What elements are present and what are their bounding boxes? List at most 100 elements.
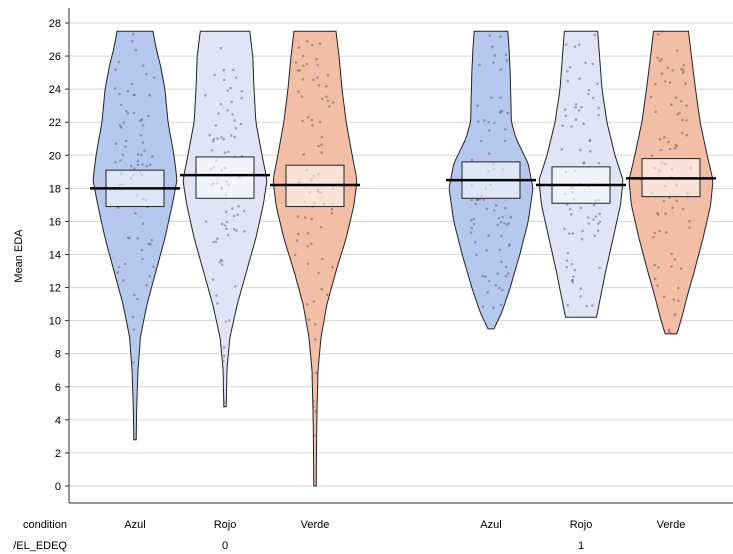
x-tick-label-condition: Verde (657, 519, 686, 531)
data-point (306, 244, 310, 248)
data-point (499, 220, 503, 224)
data-point (508, 243, 511, 246)
data-point (124, 139, 128, 143)
data-point (498, 286, 501, 290)
data-point (670, 252, 673, 256)
data-point (293, 253, 297, 257)
data-point (210, 149, 214, 152)
data-point (317, 271, 320, 275)
data-point (578, 43, 581, 46)
data-point (680, 67, 683, 71)
data-point (134, 48, 137, 52)
data-point (591, 62, 594, 66)
data-point (220, 136, 223, 139)
grid-lines (69, 22, 733, 487)
data-point (119, 159, 122, 162)
data-point (226, 89, 229, 92)
data-point (133, 293, 136, 297)
data-point (475, 253, 478, 257)
data-point (565, 203, 569, 206)
data-point (139, 153, 143, 157)
violin-0-azul (90, 30, 180, 441)
data-point (501, 215, 505, 219)
data-point (505, 59, 509, 62)
data-point (141, 222, 145, 225)
data-point (328, 105, 331, 108)
data-point (685, 119, 688, 122)
data-point (682, 69, 685, 72)
data-point (677, 286, 680, 290)
data-point (240, 96, 243, 100)
data-point (296, 69, 300, 72)
x-tick-label-condition: Rojo (570, 519, 593, 531)
data-point (653, 277, 657, 281)
data-point (673, 313, 677, 316)
violin-shape (92, 30, 178, 441)
data-point (592, 203, 596, 207)
data-point (482, 198, 486, 202)
data-point (122, 121, 126, 124)
data-point (572, 275, 575, 278)
data-point (652, 235, 655, 239)
data-point (573, 268, 577, 272)
data-point (565, 265, 568, 269)
data-point (130, 82, 134, 86)
data-point (658, 59, 662, 63)
data-point (504, 53, 508, 56)
data-point (326, 293, 329, 297)
data-point (585, 304, 589, 308)
data-point (662, 295, 666, 299)
data-point (240, 90, 244, 93)
data-point (314, 323, 317, 326)
data-point (222, 354, 226, 358)
data-point (568, 207, 572, 211)
data-point (498, 110, 502, 113)
data-point (302, 153, 305, 156)
data-point (593, 234, 596, 237)
data-point (126, 236, 130, 239)
data-point (131, 315, 134, 319)
data-point (211, 278, 215, 281)
data-point (330, 207, 334, 211)
data-point (673, 258, 677, 261)
data-point (579, 287, 583, 290)
data-point (684, 82, 687, 85)
data-point (582, 122, 585, 125)
data-point (491, 45, 494, 48)
data-point (130, 39, 134, 43)
data-point (306, 231, 310, 235)
data-point (145, 164, 149, 168)
data-point (317, 84, 321, 87)
data-point (568, 66, 572, 69)
y-tick-label: 18 (49, 183, 61, 195)
data-point (326, 99, 330, 103)
data-point (586, 216, 590, 219)
data-point (234, 76, 238, 79)
data-point (675, 145, 678, 148)
data-point (304, 216, 307, 219)
data-point (118, 92, 121, 96)
data-point (140, 248, 144, 252)
data-point (597, 222, 600, 225)
factor-label-edeq: /EL_EDEQ (13, 540, 67, 552)
data-point (114, 161, 117, 164)
data-point (675, 49, 679, 52)
data-point (591, 304, 594, 307)
data-point (486, 291, 489, 294)
data-point (584, 61, 587, 65)
data-point (331, 265, 334, 269)
data-point (670, 103, 673, 106)
data-point (133, 93, 136, 97)
data-point (229, 134, 233, 137)
data-point (141, 141, 145, 144)
y-tick-label: 20 (49, 150, 61, 162)
data-point (153, 76, 156, 80)
data-point (685, 104, 688, 107)
data-point (478, 63, 481, 67)
data-point (485, 249, 488, 252)
data-point (134, 212, 137, 215)
data-point (500, 109, 504, 113)
data-point (331, 101, 335, 104)
data-point (504, 274, 508, 278)
data-point (563, 108, 567, 111)
